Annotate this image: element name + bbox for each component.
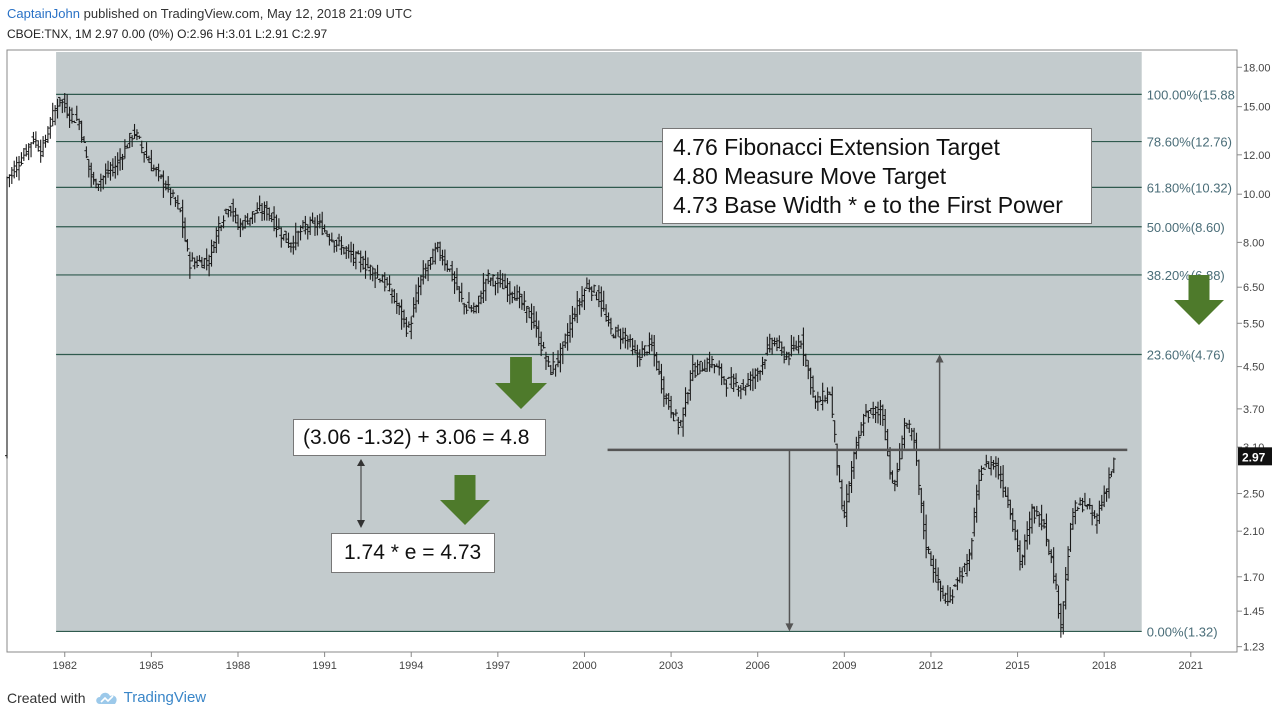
target-fibonacci: 4.76 Fibonacci Extension Target xyxy=(673,134,1000,160)
y-tick-label: 3.70 xyxy=(1243,404,1264,416)
measure-move-formula: (3.06 -1.32) + 3.06 = 4.8 xyxy=(293,419,546,456)
green-down-arrow-2 xyxy=(440,475,490,525)
price-badge-bg xyxy=(1238,447,1272,466)
fib-label: 23.60%(4.76) xyxy=(1147,347,1225,362)
x-tick-label: 2000 xyxy=(572,660,596,672)
y-tick-label: 2.50 xyxy=(1243,489,1264,501)
x-tick-label: 2003 xyxy=(659,660,683,672)
green-down-arrow-1 xyxy=(495,357,547,409)
x-tick-label: 1982 xyxy=(53,660,77,672)
tradingview-cloud-icon xyxy=(95,692,117,704)
x-tick-label: 1985 xyxy=(139,660,163,672)
x-tick-label: 2006 xyxy=(745,660,769,672)
base-width-formula: 1.74 * e = 4.73 xyxy=(331,533,495,573)
y-tick-label: 1.23 xyxy=(1243,642,1264,654)
x-tick-label: 1994 xyxy=(399,660,423,672)
y-tick-label: 4.50 xyxy=(1243,362,1264,374)
projection-down-arrowhead xyxy=(785,623,794,632)
x-tick-label: 2012 xyxy=(919,660,943,672)
footer: Created with TradingView xyxy=(7,689,206,706)
fib-label: 50.00%(8.60) xyxy=(1147,220,1225,235)
projection-up-arrowhead xyxy=(935,354,944,363)
y-tick-label: 10.00 xyxy=(1243,189,1271,201)
measure-arrow-down xyxy=(357,520,365,528)
y-tick-label: 1.45 xyxy=(1243,606,1264,618)
y-tick-label: 1.70 xyxy=(1243,572,1264,584)
y-tick-label: 8.00 xyxy=(1243,237,1264,249)
tradingview-brand[interactable]: TradingView xyxy=(123,689,207,706)
y-tick-label: 6.50 xyxy=(1243,282,1264,294)
x-tick-label: 1988 xyxy=(226,660,250,672)
created-with-text: Created with xyxy=(7,689,86,706)
targets-box: 4.76 Fibonacci Extension Target 4.80 Mea… xyxy=(662,128,1092,224)
x-tick-label: 2021 xyxy=(1179,660,1203,672)
fib-label: 78.60%(12.76) xyxy=(1147,135,1232,150)
y-tick-label: 12.00 xyxy=(1243,150,1271,162)
fib-label: 0.00%(1.32) xyxy=(1147,624,1218,639)
target-measure-move: 4.80 Measure Move Target xyxy=(673,163,947,189)
price-badge: 2.97 xyxy=(1242,450,1266,464)
quote-line: CBOE:TNX, 1M 2.97 0.00 (0%) O:2.96 H:3.0… xyxy=(7,27,328,41)
x-tick-label: 2018 xyxy=(1092,660,1116,672)
y-tick-label: 2.10 xyxy=(1243,526,1264,538)
x-tick-label: 1997 xyxy=(486,660,510,672)
x-tick-label: 2015 xyxy=(1005,660,1029,672)
publish-text: published on TradingView.com, May 12, 20… xyxy=(83,6,413,21)
fib-label: 61.80%(10.32) xyxy=(1147,180,1232,195)
measure-arrow-up xyxy=(357,459,365,466)
target-base-width: 4.73 Base Width * e to the First Power xyxy=(673,192,1063,218)
author-link[interactable]: CaptainJohn xyxy=(7,6,80,21)
publish-info: CaptainJohn published on TradingView.com… xyxy=(7,6,412,21)
x-tick-label: 2009 xyxy=(832,660,856,672)
y-tick-label: 18.00 xyxy=(1243,62,1271,74)
y-tick-label: 15.00 xyxy=(1243,102,1271,114)
fib-label: 38.20%(6.88) xyxy=(1147,268,1225,283)
x-tick-label: 1991 xyxy=(312,660,336,672)
y-tick-label: 5.50 xyxy=(1243,318,1264,330)
green-down-arrow-3 xyxy=(1174,275,1224,325)
fib-label: 100.00%(15.88 xyxy=(1147,87,1235,102)
